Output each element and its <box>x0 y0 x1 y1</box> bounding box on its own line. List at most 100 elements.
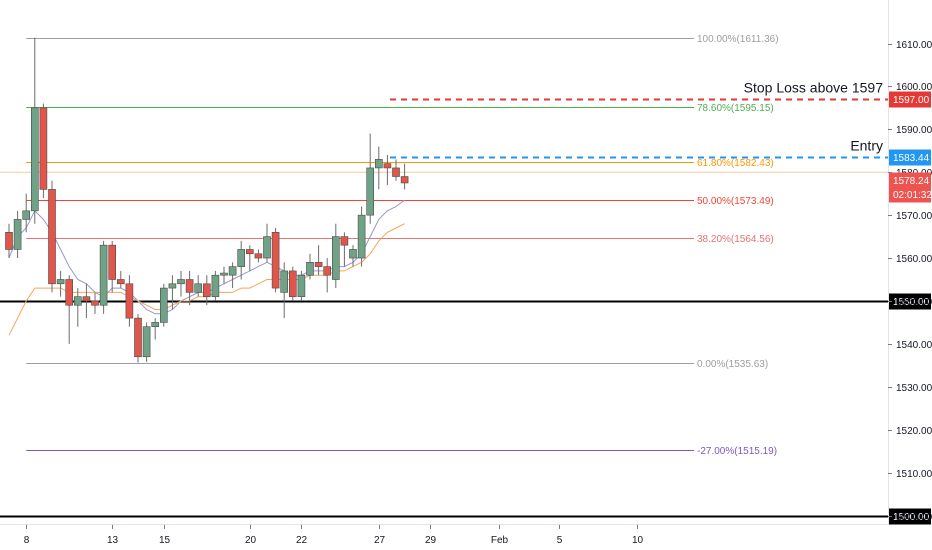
horizontal-levels: 1550.00 1500.00 <box>0 171 931 525</box>
candle <box>340 232 349 267</box>
last-price-badge <box>889 172 931 203</box>
candle-body <box>203 283 211 297</box>
candle-body <box>263 236 271 259</box>
candle-body <box>331 236 340 280</box>
support-price-badge <box>889 508 931 525</box>
candle-body <box>108 244 116 280</box>
candle <box>39 103 48 198</box>
candle <box>263 223 271 263</box>
candle-body <box>220 272 228 276</box>
candle-body <box>246 249 254 255</box>
time-tick-label: 8 <box>24 535 30 546</box>
candle-body <box>91 300 99 306</box>
candle <box>392 159 400 181</box>
candle-body <box>237 249 245 267</box>
price-axis[interactable]: 1500.00 1510.00 1520.00 1530.00 1540.00 1550.… <box>888 0 932 525</box>
candle-body <box>125 283 134 319</box>
candle <box>228 262 237 289</box>
fib-level-label: 61.80%(1582.43) <box>697 158 774 169</box>
candle <box>48 180 56 293</box>
candle-body <box>271 232 280 289</box>
candle-body <box>48 189 56 285</box>
time-tick-label: 10 <box>632 535 644 546</box>
candle-body <box>349 249 357 259</box>
moving-averages <box>8 199 405 336</box>
candle-body <box>228 266 237 276</box>
candle <box>134 313 142 363</box>
candle <box>30 37 39 224</box>
candle <box>185 270 194 306</box>
candle <box>108 240 116 293</box>
candle-body <box>314 262 323 267</box>
candle <box>65 275 73 344</box>
trade-annotations: Stop Loss above 1597 1597.00 Entry 1583.44 <box>390 80 931 166</box>
candle <box>288 266 297 301</box>
candle <box>142 322 151 362</box>
candle <box>331 223 340 289</box>
candle <box>280 262 289 319</box>
candle <box>271 228 280 293</box>
candle-body <box>82 296 91 302</box>
candle-body <box>56 279 65 285</box>
candle-body <box>39 107 48 190</box>
stop-loss-price-badge <box>889 91 931 108</box>
candle <box>314 245 323 276</box>
fib-level-label: 100.00%(1611.36) <box>697 34 779 45</box>
candle <box>151 318 159 340</box>
candle-body <box>13 219 22 250</box>
candle-body <box>30 107 39 212</box>
candle-body <box>392 167 400 177</box>
candle-body <box>177 279 185 285</box>
candle-body <box>383 163 392 169</box>
candle <box>13 210 22 259</box>
candle <box>237 240 245 280</box>
price-tick-label: 1500.00 <box>896 512 932 523</box>
price-tick-label: 1510.00 <box>896 469 932 480</box>
time-tick-label: Feb <box>491 535 509 546</box>
time-tick-label: 20 <box>245 535 257 546</box>
price-tick-label: 1570.00 <box>896 211 932 222</box>
candle <box>177 270 185 297</box>
time-tick-label: 13 <box>107 535 119 546</box>
time-tick-label: 22 <box>296 535 308 546</box>
candle <box>125 275 134 327</box>
stop-loss-price-badge-label: 1597.00 <box>893 95 930 106</box>
candle <box>306 253 314 280</box>
price-tick-label: 1530.00 <box>896 383 932 394</box>
candle-body <box>185 279 194 293</box>
candle <box>117 270 125 289</box>
candle <box>5 223 13 259</box>
candle-body <box>374 159 383 169</box>
candle <box>323 258 332 293</box>
candle <box>246 245 254 271</box>
time-tick-label: 27 <box>374 535 386 546</box>
candle <box>400 163 409 190</box>
candle <box>254 249 263 263</box>
candle-body <box>117 279 125 285</box>
candle <box>91 292 99 314</box>
candle <box>194 275 202 297</box>
candle <box>168 275 177 310</box>
candle <box>211 270 220 301</box>
candle <box>22 193 31 233</box>
candle <box>297 270 306 301</box>
support-price-badge-label: 1500.00 <box>893 512 930 523</box>
candle <box>99 240 108 314</box>
candle-body <box>134 317 142 358</box>
price-tick-label: 1520.00 <box>896 426 932 437</box>
candle <box>220 266 228 284</box>
time-axis[interactable]: 8 13 15 20 22 27 29 Feb 5 10 <box>0 524 888 547</box>
support-price-badge-label: 1550.00 <box>893 297 930 308</box>
candle-body <box>288 270 297 297</box>
candle <box>366 133 375 224</box>
stop-loss-label: Stop Loss above 1597 <box>744 80 884 96</box>
candle-body <box>160 287 168 323</box>
time-tick-label: 29 <box>425 535 437 546</box>
fib-level-label: 78.60%(1595.15) <box>697 103 774 114</box>
candle <box>203 275 211 306</box>
time-tick-label: 5 <box>557 535 563 546</box>
time-tick-label: 15 <box>159 535 171 546</box>
candle-body <box>99 244 108 306</box>
